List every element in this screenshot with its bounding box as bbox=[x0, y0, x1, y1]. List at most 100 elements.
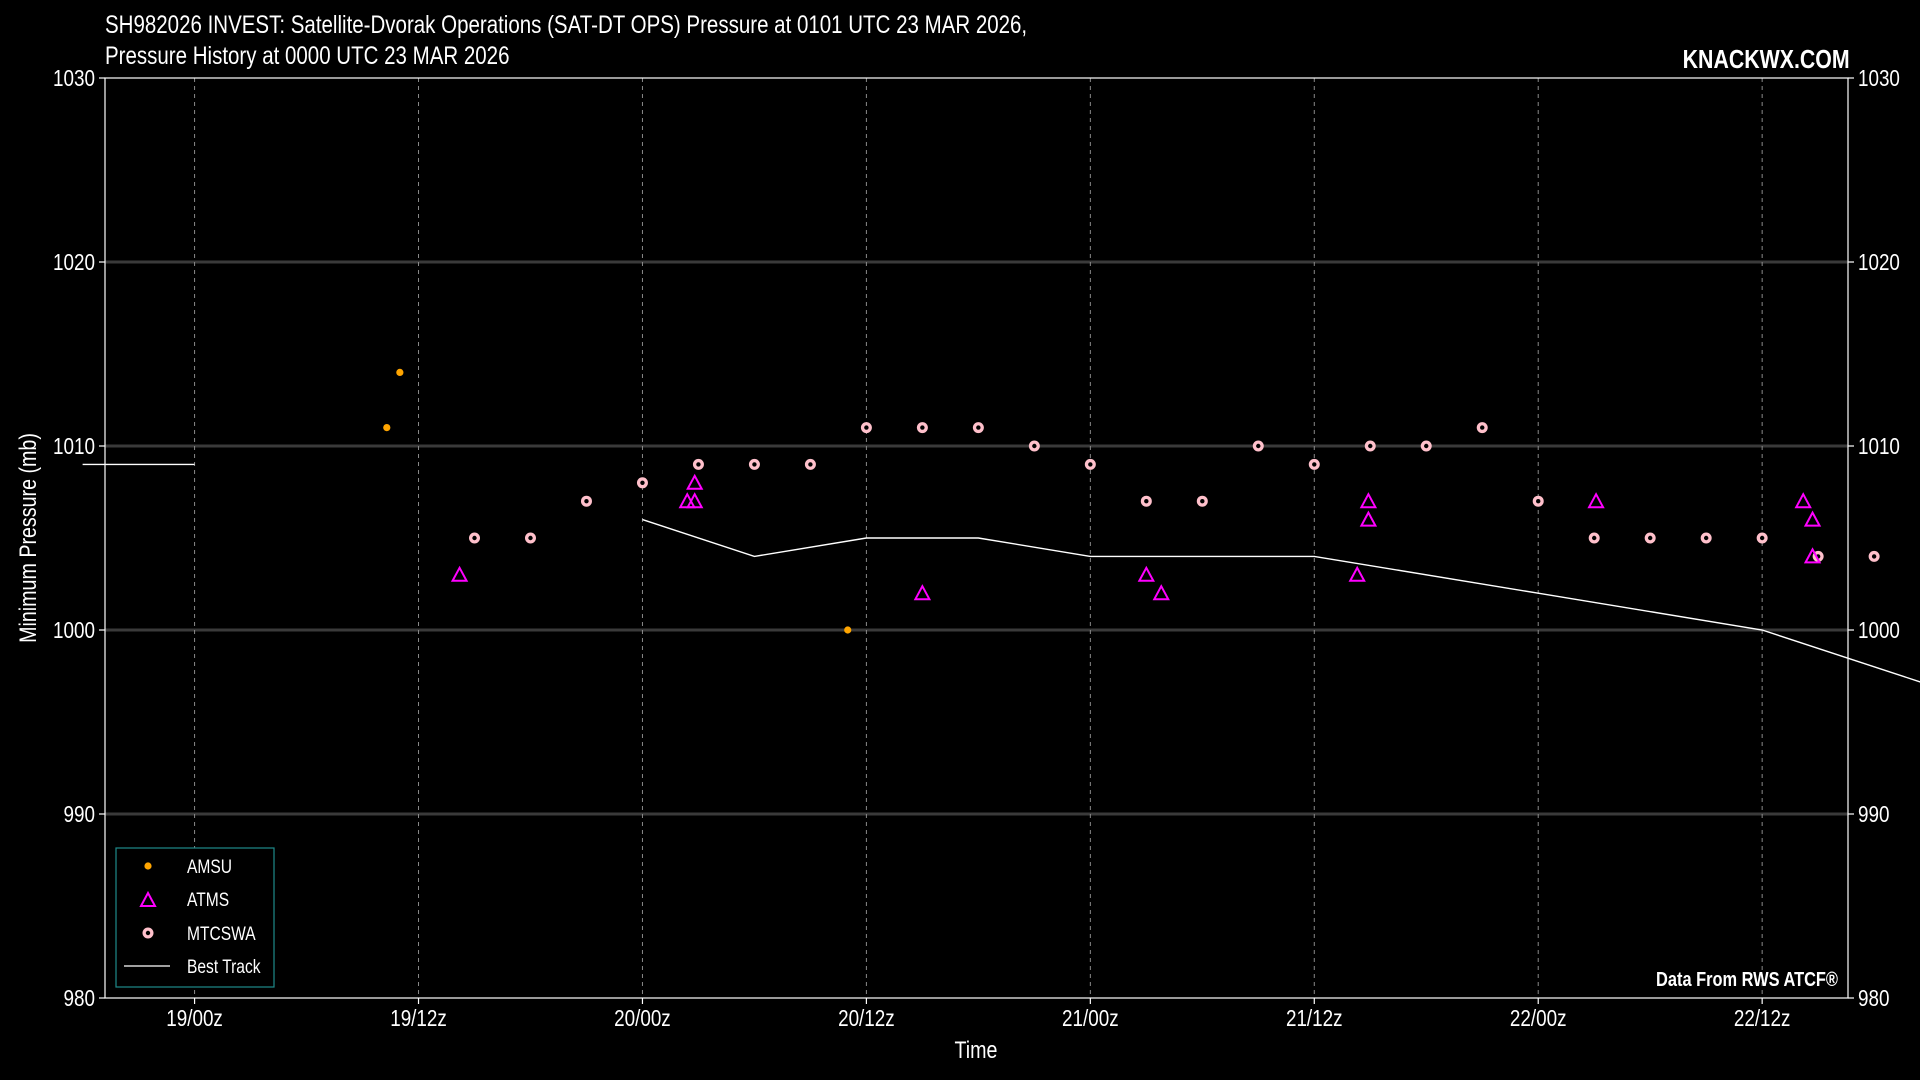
mtcswa-point bbox=[1868, 550, 1880, 562]
legend-mtcswa-label: MTCSWA bbox=[187, 923, 256, 945]
mtcswa-point bbox=[1700, 532, 1712, 544]
mtcswa-point-center bbox=[1647, 535, 1653, 541]
y-tick-label-right: 1010 bbox=[1858, 434, 1900, 459]
mtcswa-point-center bbox=[1592, 535, 1597, 541]
mtcswa-point bbox=[1028, 440, 1040, 452]
atms-point bbox=[1348, 565, 1366, 582]
atms-point bbox=[1587, 492, 1605, 509]
y-tick-label-right: 1020 bbox=[1858, 250, 1900, 275]
mtcswa-point bbox=[1084, 458, 1096, 470]
atms-point bbox=[686, 473, 704, 490]
atms-point bbox=[913, 584, 932, 601]
atms-point bbox=[1359, 492, 1378, 509]
amsu-point bbox=[844, 626, 852, 634]
legend: AMSU ATMS MTCSWA Best Track bbox=[115, 847, 275, 988]
mtcswa-point-center bbox=[1424, 443, 1429, 449]
atms-point bbox=[450, 565, 469, 582]
mtcswa-point-center bbox=[1200, 499, 1205, 504]
y-tick-label-left: 1030 bbox=[53, 66, 95, 91]
atms-point bbox=[686, 492, 704, 509]
mtcswa-point-center bbox=[1368, 443, 1373, 449]
legend-mtcswa-marker-center bbox=[145, 930, 151, 936]
atms-point bbox=[1359, 510, 1378, 527]
atms-point bbox=[1152, 584, 1170, 601]
mtcswa-point bbox=[804, 458, 816, 470]
mtcswa-point-center bbox=[1536, 499, 1541, 504]
mtcswa-point-center bbox=[752, 462, 757, 467]
mtcswa-point bbox=[636, 477, 648, 489]
mtcswa-point-center bbox=[1871, 554, 1877, 559]
mtcswa-point-center bbox=[1703, 535, 1709, 541]
x-tick-label: 22/00z bbox=[1510, 1006, 1567, 1031]
mtcswa-point bbox=[1420, 440, 1432, 452]
mtcswa-point-center bbox=[640, 480, 645, 485]
mtcswa-point-center bbox=[584, 499, 589, 504]
mtcswa-point-center bbox=[696, 462, 701, 467]
mtcswa-point bbox=[469, 532, 481, 544]
amsu-point bbox=[383, 424, 391, 432]
y-axis-label: Minimum Pressure (mb) bbox=[14, 433, 41, 643]
chart-title-line-2: Pressure History at 0000 UTC 23 MAR 2026 bbox=[105, 42, 510, 70]
mtcswa-point-center bbox=[1088, 462, 1093, 467]
mtcswa-point bbox=[1364, 440, 1376, 452]
mtcswa-point bbox=[524, 532, 536, 544]
y-tick-label-left: 980 bbox=[64, 986, 95, 1011]
chart-title-line-1: SH982026 INVEST: Satellite-Dvorak Operat… bbox=[105, 11, 1028, 39]
mtcswa-point-center bbox=[808, 462, 813, 467]
mtcswa-point-center bbox=[528, 535, 533, 541]
y-tick-label-right: 990 bbox=[1858, 802, 1889, 827]
x-tick-label: 20/00z bbox=[614, 1006, 671, 1031]
atms-point bbox=[1794, 492, 1812, 509]
y-tick-label-right: 980 bbox=[1858, 986, 1889, 1011]
y-tick-label-left: 1010 bbox=[53, 434, 95, 459]
data-credit: Data From RWS ATCF® bbox=[1656, 967, 1838, 990]
mtcswa-point-center bbox=[920, 425, 925, 430]
mtcswa-point bbox=[580, 495, 592, 507]
legend-amsu-marker bbox=[144, 862, 152, 870]
mtcswa-point bbox=[1140, 495, 1152, 507]
brand-watermark: KNACKWX.COM bbox=[1683, 44, 1850, 74]
mtcswa-point bbox=[1532, 495, 1544, 507]
mtcswa-point-center bbox=[472, 535, 477, 541]
mtcswa-point bbox=[748, 458, 760, 470]
mtcswa-point bbox=[1196, 495, 1208, 507]
x-tick-label: 21/00z bbox=[1062, 1006, 1119, 1031]
mtcswa-point bbox=[916, 422, 928, 434]
y-tick-label-right: 1030 bbox=[1858, 66, 1900, 91]
mtcswa-point bbox=[1308, 458, 1320, 470]
mtcswa-point-center bbox=[864, 425, 869, 430]
mtcswa-point bbox=[972, 422, 984, 434]
mtcswa-point-center bbox=[1144, 499, 1149, 504]
y-tick-label-right: 1000 bbox=[1858, 618, 1900, 643]
mtcswa-point-center bbox=[1480, 425, 1485, 430]
mtcswa-point-center bbox=[1312, 462, 1317, 467]
mtcswa-point bbox=[1644, 532, 1656, 544]
chart-title: SH982026 INVEST: Satellite-Dvorak Operat… bbox=[105, 10, 1027, 72]
best-track-line bbox=[642, 518, 1920, 683]
mtcswa-point bbox=[692, 458, 704, 470]
mtcswa-point-center bbox=[1759, 535, 1765, 541]
x-axis-label: Time bbox=[955, 1036, 998, 1063]
mtcswa-point-center bbox=[1256, 443, 1261, 449]
x-tick-label: 19/12z bbox=[390, 1006, 447, 1031]
x-tick-label: 22/12z bbox=[1734, 1006, 1791, 1031]
legend-atms-label: ATMS bbox=[187, 889, 229, 911]
mtcswa-point-center bbox=[976, 425, 981, 430]
x-tick-label: 19/00z bbox=[166, 1006, 223, 1031]
y-tick-label-left: 990 bbox=[64, 802, 95, 827]
legend-box bbox=[115, 847, 275, 988]
atms-point bbox=[1137, 565, 1155, 582]
y-tick-label-left: 1020 bbox=[53, 250, 95, 275]
mtcswa-point bbox=[860, 422, 872, 434]
mtcswa-point bbox=[1588, 532, 1600, 544]
plot-frame bbox=[104, 77, 1849, 999]
legend-best-track-label: Best Track bbox=[187, 956, 261, 978]
y-tick-label-left: 1000 bbox=[53, 618, 95, 643]
legend-amsu-label: AMSU bbox=[187, 856, 232, 878]
x-tick-label: 20/12z bbox=[838, 1006, 895, 1031]
legend-atms-marker bbox=[139, 890, 157, 907]
atms-point bbox=[1803, 547, 1822, 564]
mtcswa-point bbox=[1476, 422, 1488, 434]
x-tick-label: 21/12z bbox=[1286, 1006, 1343, 1031]
